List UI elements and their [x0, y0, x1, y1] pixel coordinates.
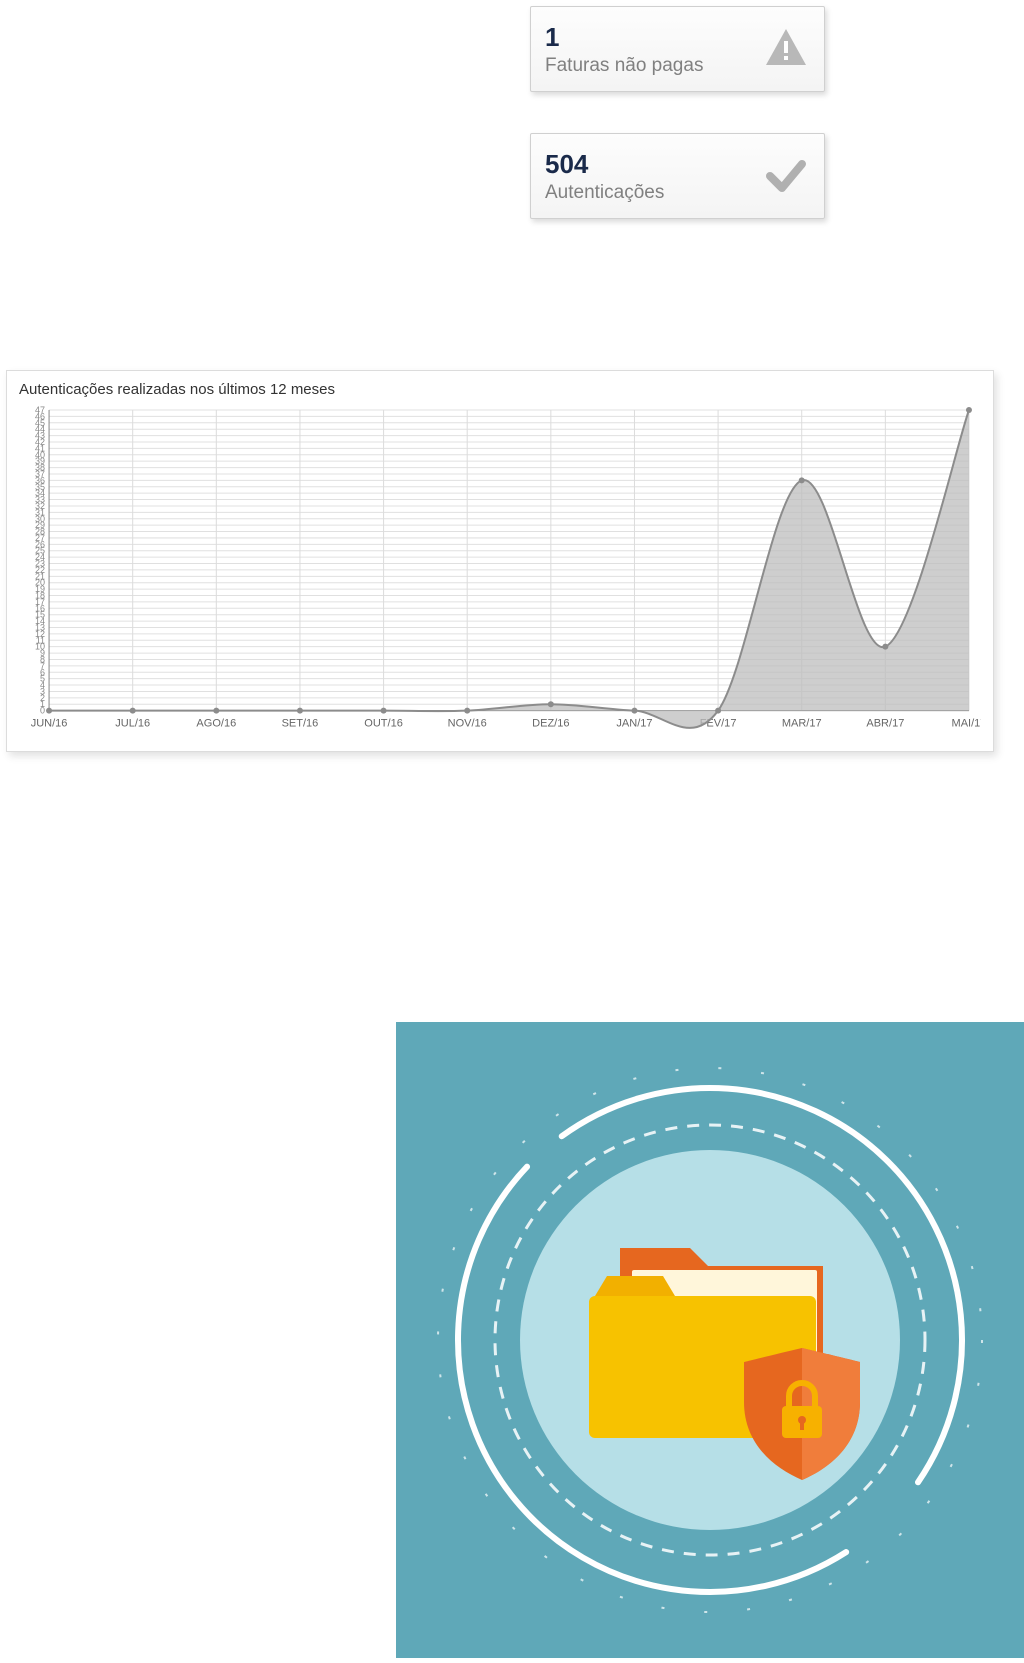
svg-text:JAN/17: JAN/17 — [616, 718, 652, 730]
svg-text:OUT/16: OUT/16 — [364, 718, 403, 730]
warning-icon — [762, 25, 810, 73]
unpaid-invoices-label: Faturas não pagas — [545, 55, 703, 77]
auth-chart-panel: Autenticações realizadas nos últimos 12 … — [6, 370, 994, 752]
auth-chart-svg: 0123456789101112131415161718192021222324… — [19, 404, 981, 735]
secure-folder-graphic — [396, 1022, 1024, 1658]
svg-text:ABR/17: ABR/17 — [866, 718, 904, 730]
unpaid-invoices-card[interactable]: 1 Faturas não pagas — [530, 6, 825, 92]
authentications-card[interactable]: 504 Autenticações — [530, 133, 825, 219]
svg-text:DEZ/16: DEZ/16 — [532, 718, 569, 730]
svg-text:47: 47 — [35, 405, 45, 415]
authentications-texts: 504 Autenticações — [545, 149, 664, 204]
svg-text:SET/16: SET/16 — [282, 718, 319, 730]
check-icon — [762, 152, 810, 200]
authentications-value: 504 — [545, 149, 664, 180]
authentications-label: Autenticações — [545, 182, 664, 204]
auth-chart-title: Autenticações realizadas nos últimos 12 … — [19, 381, 981, 398]
svg-text:JUL/16: JUL/16 — [115, 718, 150, 730]
svg-text:JUN/16: JUN/16 — [31, 718, 68, 730]
svg-text:MAR/17: MAR/17 — [782, 718, 822, 730]
secure-folder-infographic — [396, 1022, 1024, 1658]
svg-text:MAI/17: MAI/17 — [952, 718, 981, 730]
svg-text:NOV/16: NOV/16 — [448, 718, 487, 730]
svg-text:AGO/16: AGO/16 — [196, 718, 236, 730]
auth-chart: 0123456789101112131415161718192021222324… — [19, 404, 981, 735]
unpaid-invoices-texts: 1 Faturas não pagas — [545, 22, 703, 77]
unpaid-invoices-value: 1 — [545, 22, 703, 53]
